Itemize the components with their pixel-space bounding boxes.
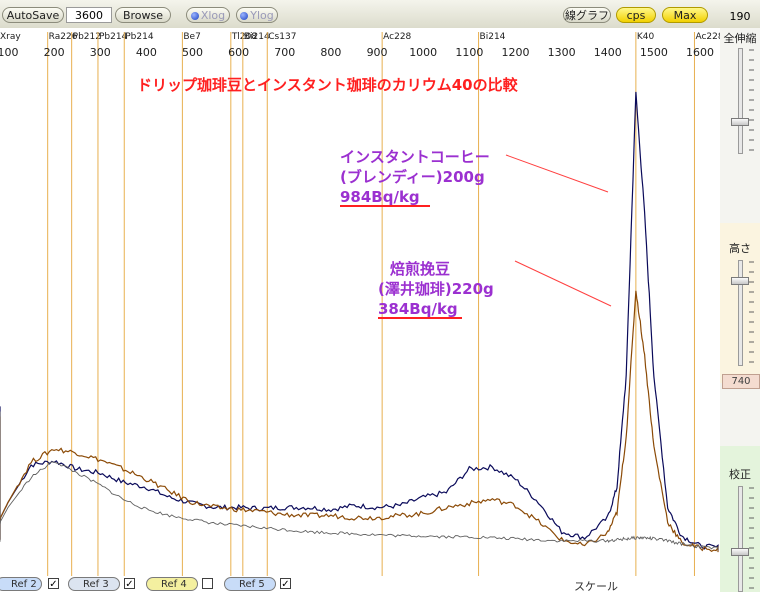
right-panel: 全伸縮 高さ 740 校正 <box>720 28 760 592</box>
annotation-1-line-2: (ブレンディー)200g <box>340 168 485 186</box>
full-scale-label: 全伸縮 <box>723 32 757 45</box>
x-tick-label: 1300 <box>548 46 576 59</box>
annotation-2-line-1: 焙煎挽豆 <box>390 260 450 278</box>
full-scale-slider-thumb[interactable] <box>731 118 749 126</box>
calib-slider-track[interactable] <box>738 486 743 592</box>
xlog-button[interactable]: Xlog <box>186 7 230 23</box>
height-slider-thumb[interactable] <box>731 277 749 285</box>
x-tick-label: 400 <box>136 46 157 59</box>
xlog-label: Xlog <box>200 9 226 22</box>
nuclide-label: Ac228 <box>383 32 411 42</box>
nuclide-label: Bi214 <box>244 32 270 42</box>
x-tick-label: 1400 <box>594 46 622 59</box>
x-tick-label: 600 <box>228 46 249 59</box>
nuclide-label: Pb214 <box>125 32 154 42</box>
annotation-2-leader <box>514 260 612 307</box>
nuclide-label: Pb214 <box>99 32 128 42</box>
series-line-1 <box>0 91 719 551</box>
nuclide-label: Tl208 <box>231 32 257 42</box>
ref-3-checkbox[interactable]: ✓ <box>124 578 135 590</box>
height-value: 740 <box>722 374 760 389</box>
series-line-3 <box>0 411 719 551</box>
nuclide-label: Be7 <box>183 32 200 42</box>
graph-mode-button[interactable]: 線グラフ <box>563 7 611 23</box>
x-tick-label: 1100 <box>455 46 483 59</box>
x-tick-label: 1500 <box>640 46 668 59</box>
ylog-radio-icon <box>240 12 249 20</box>
ref-3-button[interactable]: Ref 3 <box>68 577 120 591</box>
ylog-button[interactable]: Ylog <box>236 7 278 23</box>
bottom-bar: Ref 2 ✓ Ref 3 ✓ Ref 4 Ref 5 ✓ スケール <box>0 576 720 593</box>
x-tick-label: 200 <box>44 46 65 59</box>
autosave-button[interactable]: AutoSave <box>2 7 64 23</box>
height-slider-track[interactable] <box>738 260 743 366</box>
ref-2-checkbox[interactable]: ✓ <box>48 578 59 590</box>
ylog-label: Ylog <box>250 9 274 22</box>
series-line-2 <box>0 290 719 553</box>
ref-5-checkbox[interactable]: ✓ <box>280 578 291 590</box>
annotation-2-value: 384Bq/kg <box>378 300 458 318</box>
ref-2-button[interactable]: Ref 2 <box>0 577 42 591</box>
toolbar: AutoSave 3600 Browse Xlog Ylog 線グラフ cps … <box>0 0 760 29</box>
x-tick-label: 1000 <box>409 46 437 59</box>
calib-slider-thumb[interactable] <box>731 548 749 556</box>
calib-ticks <box>749 487 754 589</box>
ref-5-button[interactable]: Ref 5 <box>224 577 276 591</box>
cps-button[interactable]: cps <box>616 7 656 23</box>
x-tick-label: 900 <box>367 46 388 59</box>
nuclide-label: Ra226 <box>49 32 78 42</box>
full-scale-slider-track[interactable] <box>738 48 743 154</box>
height-label: 高さ <box>729 242 751 255</box>
x-tick-label: 500 <box>182 46 203 59</box>
height-ticks <box>749 261 754 363</box>
x-tick-label: 300 <box>90 46 111 59</box>
full-scale-ticks <box>749 49 754 151</box>
x-tick-label: 1600 <box>686 46 714 59</box>
nuclide-label: K40 <box>637 32 655 42</box>
nuclide-label: Cs137 <box>268 32 296 42</box>
chart-title: ドリップ珈琲豆とインスタント珈琲のカリウム40の比較 <box>137 76 519 94</box>
x-tick-label: 100 <box>0 46 19 59</box>
annotation-1-leader <box>505 154 609 193</box>
x-tick-label: 1200 <box>501 46 529 59</box>
annotation-1-value: 984Bq/kg <box>340 188 420 206</box>
annotation-2-line-2: (澤井珈琲)220g <box>378 280 494 298</box>
xlog-radio-icon <box>190 12 199 20</box>
nuclide-label: Ac228 <box>695 32 720 42</box>
scale-label: スケール <box>574 580 618 593</box>
nuclide-label: Xray <box>0 32 21 42</box>
ref-4-checkbox[interactable] <box>202 578 213 589</box>
scale-value: 190 <box>729 10 751 23</box>
nuclide-label: Bi214 <box>480 32 506 42</box>
x-tick-label: 800 <box>320 46 341 59</box>
calib-label: 校正 <box>729 468 751 481</box>
annotation-1-line-1: インスタントコーヒー <box>340 148 490 166</box>
ref-4-button[interactable]: Ref 4 <box>146 577 198 591</box>
x-tick-label: 700 <box>274 46 295 59</box>
browse-button[interactable]: Browse <box>115 7 171 23</box>
nuclide-label: Pb212 <box>73 32 101 42</box>
time-field[interactable]: 3600 <box>66 7 112 23</box>
max-button[interactable]: Max <box>662 7 708 23</box>
